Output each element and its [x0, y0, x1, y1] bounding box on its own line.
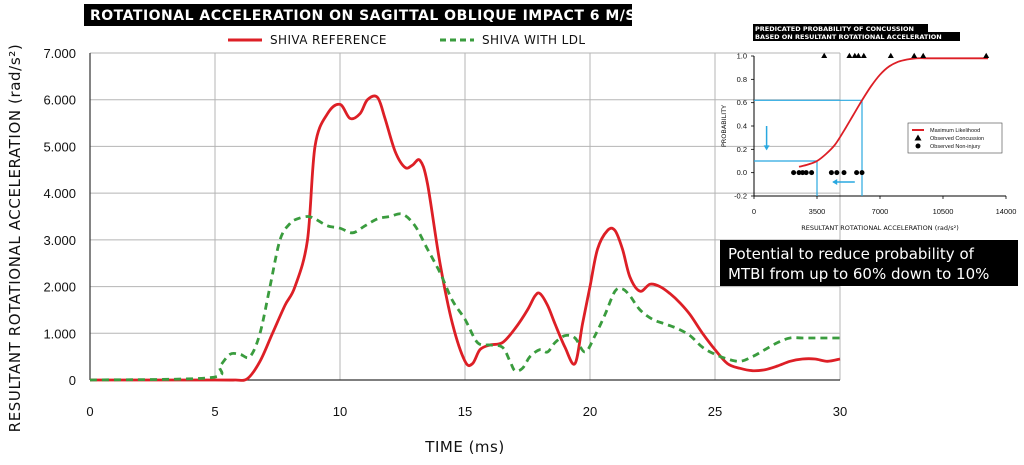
inset-noninjury-point	[796, 170, 802, 176]
main-title-text: ROTATIONAL ACCELERATION ON SAGITTAL OBLI…	[90, 8, 636, 24]
inset-noninjury-point	[828, 170, 834, 176]
inset-concussion-point	[860, 52, 867, 58]
inset-noninjury-point	[841, 170, 847, 176]
inset-concussion-point	[920, 52, 927, 58]
inset-x-tick-label: 7000	[872, 207, 889, 216]
callout-box: Potential to reduce probability of MTBI …	[720, 240, 1018, 286]
y-tick-label: 4.000	[43, 186, 76, 201]
inset-y-tick-label: 0.8	[737, 75, 747, 84]
inset-x-tick-label: 10500	[933, 207, 954, 216]
inset-concussion-point	[911, 52, 918, 58]
x-tick-label: 10	[333, 404, 347, 419]
inset-title-line-1: PREDICATED PROBABILITY OF CONCUSSION	[755, 25, 914, 33]
inset-y-tick-label: 0.4	[737, 122, 747, 131]
inset-y-axis-title: PROBABILITY	[720, 105, 728, 147]
inset-y-tick-label: 0.6	[737, 98, 747, 107]
callout-line-2: MTBI from up to 60% down to 10%	[728, 265, 989, 283]
main-title-bg	[84, 4, 632, 26]
main-legend: SHIVA REFERENCE SHIVA WITH LDL	[228, 33, 585, 47]
arrow-left-icon	[832, 179, 838, 185]
inset-y-tick-label: 1.0	[737, 52, 747, 61]
inset-noninjury-point	[834, 170, 840, 176]
inset-title-line-2: BASED ON RESULTANT ROTATIONAL ACCELERATI…	[755, 33, 942, 41]
y-tick-label: 5.000	[43, 139, 76, 154]
main-series	[89, 94, 841, 382]
legend-label-reference: SHIVA REFERENCE	[270, 33, 387, 47]
inset-x-tick-label: 3500	[809, 207, 826, 216]
inset-legend-label-noninjury: Observed Non-injury	[930, 144, 981, 150]
y-tick-label: 6.000	[43, 93, 76, 108]
y-tick-label: 1.000	[43, 326, 76, 341]
arrow-down-icon	[763, 145, 770, 151]
inset-noninjury-point	[809, 170, 815, 176]
inset-chart: PREDICATED PROBABILITY OF CONCUSSION BAS…	[720, 24, 1016, 232]
inset-tick-labels: 0 3500 7000 10500 14000 -0.2 0.0 0.2 0.4 0.6 0.8 1.…	[734, 52, 1016, 217]
inset-concussion-point	[983, 52, 990, 58]
x-tick-label: 30	[833, 404, 847, 419]
inset-noninjury-point	[800, 170, 806, 176]
inset-axes	[751, 55, 1007, 199]
inset-x-tick-label: 14000	[996, 207, 1017, 216]
inset-legend-label-concussion: Observed Concussion	[930, 136, 984, 142]
inset-x-tick-label: 0	[752, 207, 756, 216]
inset-y-tick-label: -0.2	[734, 192, 747, 201]
inset-series	[791, 52, 990, 176]
callout-bg	[720, 240, 1018, 286]
main-tick-labels: 0 5 10 15 20 25 30 0 1.000 2.000 3.000 4.000 5.000 6.…	[43, 46, 847, 419]
y-tick-label: 7.000	[43, 46, 76, 61]
x-axis-title: TIME (ms)	[424, 438, 504, 456]
inset-title-bg-2	[753, 32, 960, 41]
y-axis-title: RESULTANT ROTATIONAL ACCELERATION (rad/s…	[6, 44, 24, 433]
inset-concussion-point	[846, 52, 853, 58]
inset-concussion-point	[887, 52, 894, 58]
inset-legend-box	[907, 122, 1003, 154]
inset-legend: Maximum Likelihood Observed Concussion O…	[907, 122, 1003, 154]
inset-noninjury-point	[791, 170, 797, 176]
inset-legend-triangle-icon	[914, 134, 922, 141]
inset-title-bg-1	[753, 24, 928, 33]
inset-concussion-point	[855, 52, 862, 58]
series-line-reference	[89, 94, 841, 382]
callout-line-1: Potential to reduce probability of	[728, 245, 975, 263]
inset-y-tick-label: 0.2	[737, 145, 747, 154]
y-tick-label: 2.000	[43, 280, 76, 295]
inset-noninjury-point	[854, 170, 860, 176]
x-tick-label: 15	[458, 404, 472, 419]
x-tick-label: 25	[708, 404, 722, 419]
x-tick-label: 0	[86, 404, 93, 419]
inset-y-tick-label: 0.0	[737, 168, 747, 177]
legend-label-ldl: SHIVA WITH LDL	[482, 33, 585, 47]
x-tick-label: 5	[211, 404, 218, 419]
x-tick-label: 20	[583, 404, 597, 419]
y-tick-label: 0	[69, 373, 76, 388]
inset-annotations	[754, 99, 863, 196]
series-line-ldl	[89, 212, 840, 382]
inset-legend-label-likelihood: Maximum Likelihood	[930, 128, 980, 134]
inset-legend-circle-icon	[915, 143, 921, 149]
inset-concussion-point	[821, 52, 828, 58]
inset-noninjury-point	[803, 170, 809, 176]
y-tick-label: 3.000	[43, 233, 76, 248]
inset-noninjury-point	[859, 170, 865, 176]
inset-x-axis-title: RESULTANT ROTATIONAL ACCELERATION (rad/s…	[801, 224, 959, 232]
inset-series-likelihood	[798, 57, 988, 168]
main-title: ROTATIONAL ACCELERATION ON SAGITTAL OBLI…	[84, 4, 636, 26]
main-grid	[89, 52, 841, 381]
